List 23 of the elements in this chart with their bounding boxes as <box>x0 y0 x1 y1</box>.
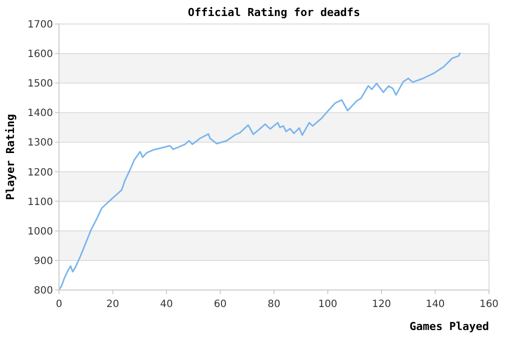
x-tick-label: 80 <box>268 299 280 310</box>
line-series <box>58 52 461 291</box>
chart-title: Official Rating for deadfs <box>188 6 360 19</box>
x-tick-label: 40 <box>160 299 173 310</box>
x-tick-label: 20 <box>106 299 120 310</box>
x-tick-label: 60 <box>214 299 227 310</box>
x-tick-label: 100 <box>318 299 338 310</box>
y-tick-label: 1400 <box>28 108 53 120</box>
y-tick-label: 1500 <box>28 78 53 90</box>
y-tick-label: 1200 <box>28 167 53 178</box>
y-tick-label: 900 <box>34 256 53 267</box>
y-tick-label: 800 <box>34 286 53 296</box>
y-tick-label: 1300 <box>28 138 53 149</box>
y-tick-label: 1700 <box>28 20 53 30</box>
y-tick-label: 1000 <box>28 226 53 238</box>
x-axis-title: Games Played <box>410 320 489 333</box>
x-tick-label: 160 <box>479 299 499 310</box>
y-axis-title: Player Rating <box>4 114 17 200</box>
y-tick-label: 1600 <box>28 49 53 60</box>
y-tick-label: 1100 <box>28 196 53 208</box>
x-tick-label: 0 <box>56 299 62 310</box>
x-tick-label: 140 <box>426 299 445 310</box>
x-tick-label: 120 <box>372 299 392 310</box>
